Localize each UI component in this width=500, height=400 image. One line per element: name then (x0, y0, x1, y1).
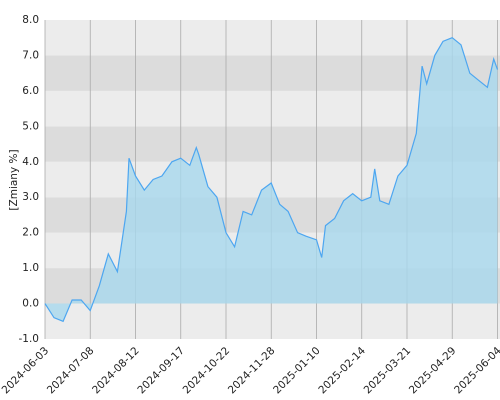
y-tick-label: 3.0 (22, 191, 39, 203)
y-axis-label: [Zmiany %] (8, 149, 20, 210)
y-tick-label: 5.0 (22, 120, 39, 132)
area (45, 37, 498, 322)
y-tick-label: -1.0 (19, 333, 40, 345)
y-tick-label: 7.0 (22, 49, 39, 61)
x-tick-label: 2025-03-21 (362, 345, 414, 397)
y-tick-label: 2.0 (22, 227, 39, 239)
x-tick-label: 2024-11-28 (226, 345, 278, 397)
y-tick-label: 6.0 (22, 85, 39, 97)
x-tick-label: 2024-06-03 (0, 345, 51, 397)
x-tick-label: 2024-10-22 (181, 345, 233, 397)
x-tick-label: 2025-01-10 (271, 345, 323, 397)
x-tick-label: 2024-09-17 (135, 345, 187, 397)
x-tick-label: 2025-04-29 (407, 345, 459, 397)
y-tick-label: 8.0 (22, 14, 39, 26)
line (44, 37, 499, 323)
background-band (45, 20, 500, 56)
x-tick-label: 2024-07-08 (45, 345, 97, 397)
y-tick-label: 4.0 (22, 156, 39, 168)
background-band (45, 303, 500, 339)
x-tick-label: 2024-08-12 (90, 345, 142, 397)
x-tick-label: 2025-02-14 (316, 345, 368, 397)
x-tick-label: 2025-06-04 (452, 345, 500, 397)
y-tick-label: 1.0 (22, 262, 39, 274)
y-tick-label: 0.0 (22, 298, 39, 310)
